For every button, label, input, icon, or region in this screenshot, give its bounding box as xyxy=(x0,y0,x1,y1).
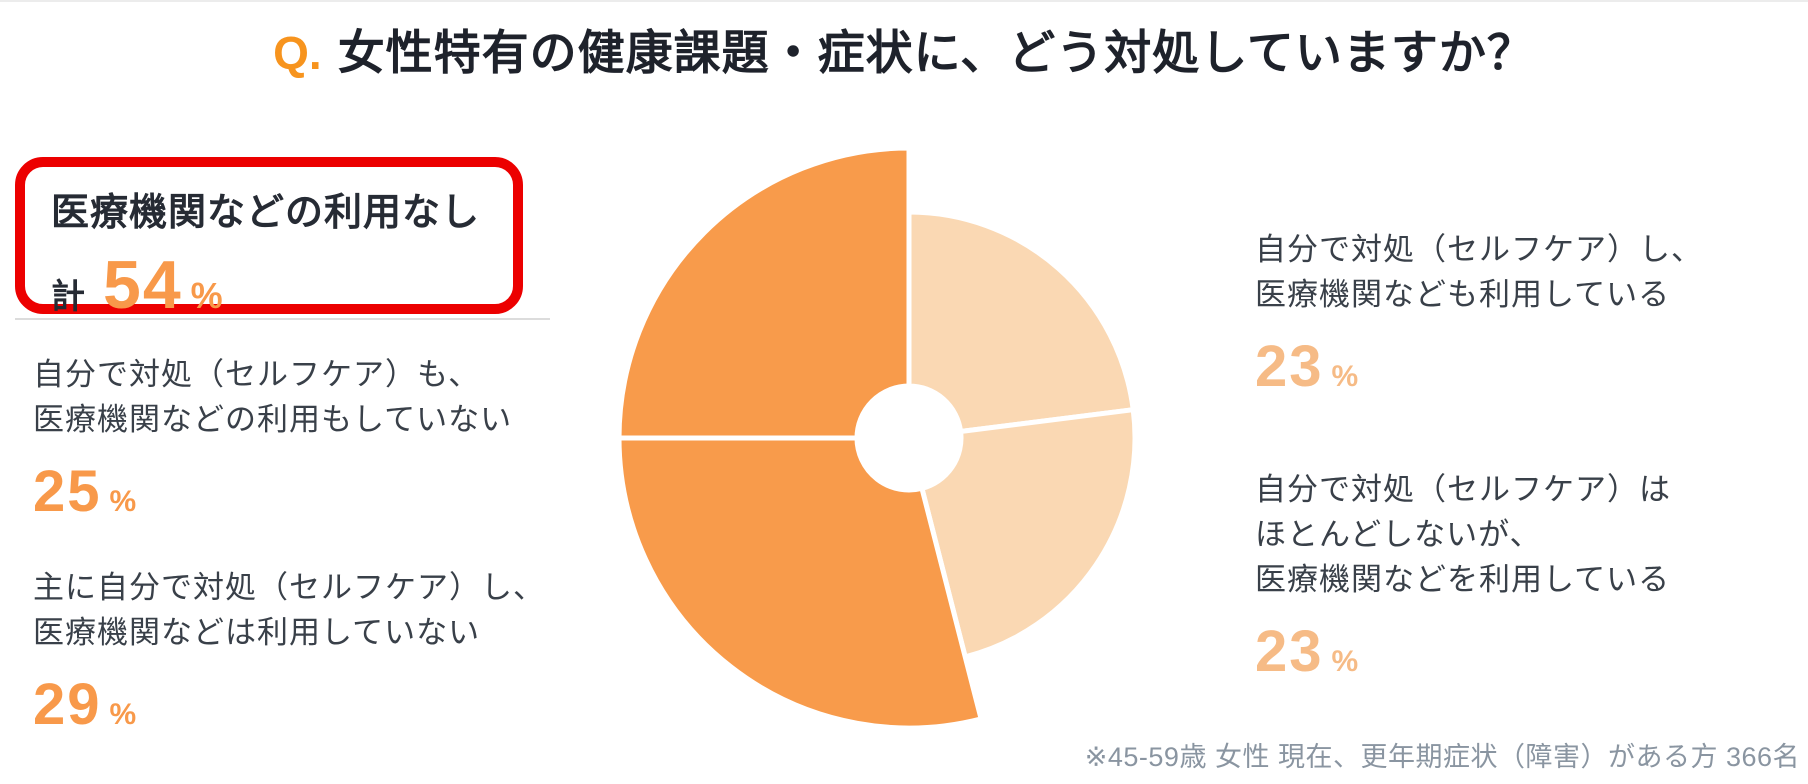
pie-segment xyxy=(616,145,912,441)
answer-label-line: 医療機関などの利用もしていない xyxy=(33,402,513,437)
percent-sign: % xyxy=(1331,645,1359,678)
answer-percent: 29% xyxy=(33,671,545,738)
answer-block-mostly-medical: 自分で対処（セルフケア）は ほとんどしないが、 医療機関などを利用している 23… xyxy=(1255,467,1671,685)
answer-block-selfcare-none: 自分で対処（セルフケア）も、 医療機関などの利用もしていない 25% xyxy=(33,352,512,525)
percent-value: 23 xyxy=(1255,619,1324,684)
footnote: ※45-59歳 女性 現在、更年期症状（障害）がある方 366名 xyxy=(1084,742,1800,772)
question-prefix: Q. xyxy=(273,27,322,79)
pie-segment xyxy=(906,209,1136,434)
answer-label-line: 医療機関なども利用している xyxy=(1255,277,1671,312)
answer-percent: 23% xyxy=(1255,618,1671,685)
page-title: Q. 女性特有の健康課題・症状に、どう対処していますか？ xyxy=(0,14,1808,83)
answer-block-mainly-selfcare: 主に自分で対処（セルフケア）し、 医療機関などは利用していない 29% xyxy=(33,565,545,738)
percent-sign: % xyxy=(109,485,137,518)
answer-percent: 23% xyxy=(1255,333,1703,400)
percent-value: 25 xyxy=(33,459,102,524)
pie-segment xyxy=(616,435,984,731)
answer-label-line: 医療機関などを利用している xyxy=(1255,562,1671,597)
answer-label-line: 自分で対処（セルフケア）も、 xyxy=(33,357,481,392)
highlight-total: 計 54% xyxy=(51,246,513,324)
highlight-heading: 医療機関などの利用なし xyxy=(51,192,481,234)
total-prefix-label: 計 xyxy=(51,278,85,316)
answer-label-line: 医療機関などは利用していない xyxy=(33,615,481,650)
total-percent-sign: % xyxy=(190,275,223,316)
percent-value: 23 xyxy=(1255,334,1324,399)
percent-sign: % xyxy=(1331,360,1359,393)
pie-segment xyxy=(919,407,1138,660)
answer-block-selfcare-and-medical: 自分で対処（セルフケア）し、 医療機関なども利用している 23% xyxy=(1255,227,1703,400)
total-percent-value: 54 xyxy=(103,247,183,323)
answer-label-line: ほとんどしないが、 xyxy=(1255,517,1542,552)
percent-value: 29 xyxy=(33,672,102,737)
answer-label-line: 主に自分で対処（セルフケア）し、 xyxy=(33,570,545,605)
separator-line xyxy=(15,318,550,320)
answer-percent: 25% xyxy=(33,458,512,525)
answer-label-line: 自分で対処（セルフケア）し、 xyxy=(1255,232,1703,267)
highlight-box: 医療機関などの利用なし 計 54% xyxy=(15,157,523,323)
question-text: 女性特有の健康課題・症状に、どう対処していますか？ xyxy=(337,26,1535,79)
answer-label-line: 自分で対処（セルフケア）は xyxy=(1255,472,1671,507)
percent-sign: % xyxy=(109,698,137,731)
